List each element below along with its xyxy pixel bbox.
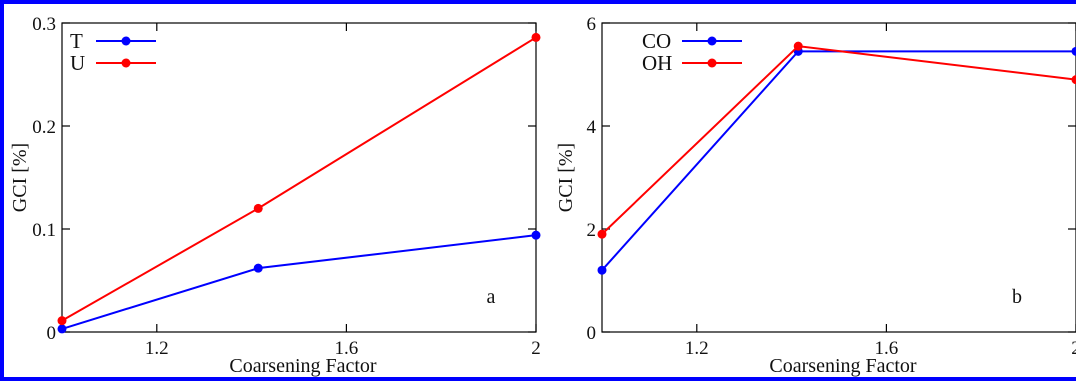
panel-b-legend-marker-oh [707,58,717,68]
panel-a-data-point-u [253,203,263,213]
panel-a-data-point-t [253,263,263,273]
panel-a-data-point-t [531,230,541,240]
panel-a-x-tick-label: 1.2 [145,338,169,359]
panel-a-legend-label-t: T [70,29,83,53]
panel-b-y-tick-label: 4 [587,117,597,138]
panel-b-y-tick-label: 2 [587,220,597,241]
panel-b-x-tick-label: 1.2 [685,338,709,359]
panel-a-y-tick-label: 0.2 [32,117,56,138]
panel-a-legend-marker-u [121,58,131,68]
panel-b-x-axis-label: Coarsening Factor [769,355,917,377]
panel-a-legend-label-u: U [70,51,85,75]
panel-b-data-point-oh [597,229,607,239]
panel-b-x-tick-label: 2 [1071,338,1076,359]
panel-a-data-point-u [531,32,541,42]
panel-a-x-tick-label: 2 [531,338,541,359]
panel-b-legend-label-co: CO [642,29,671,53]
panel-b-data-point-oh [1071,75,1076,85]
panel-a-plot-frame [61,22,537,333]
panel-a-y-tick-label: 0 [47,323,57,344]
panel-b-x-tick-label: 1.6 [875,338,899,359]
panel-a-y-tick-label: 0.3 [32,14,56,35]
panel-a-panel-label: a [487,286,496,308]
panel-a-x-tick-label: 1.6 [335,338,359,359]
panel-b-data-point-co [597,265,607,275]
panel-b-plot-frame [601,22,1076,333]
panel-b-legend-label-oh: OH [642,51,672,75]
panel-a-x-axis-label: Coarsening Factor [229,355,377,377]
panel-a-data-point-t [57,324,67,334]
panel-b-data-point-oh [793,41,803,51]
panel-a-data-point-u [57,316,67,326]
panel-b-series-line-oh [601,45,1076,235]
panel-b-y-tick-label: 0 [587,323,597,344]
panel-a-legend-marker-t [121,36,131,46]
panel-b-panel-label: b [1012,286,1022,308]
panel-a-series-line-u [61,36,537,322]
panel-b-data-point-co [1071,46,1076,56]
panel-b-y-tick-label: 6 [587,14,597,35]
panel-a-series-line-t [61,234,537,330]
panel-b-y-axis-label: GCI [%] [555,143,577,212]
panel-a: 1.2 1.6 2 0 0.1 0.2 0.3 Coarsening Factor GCI [%… [9,14,541,377]
panel-a-y-axis-label: GCI [%] [9,143,31,212]
panel-a-y-tick-label: 0.1 [32,220,56,241]
panel-b-legend-marker-co [707,36,717,46]
panel-b-series-line-co [601,50,1076,271]
